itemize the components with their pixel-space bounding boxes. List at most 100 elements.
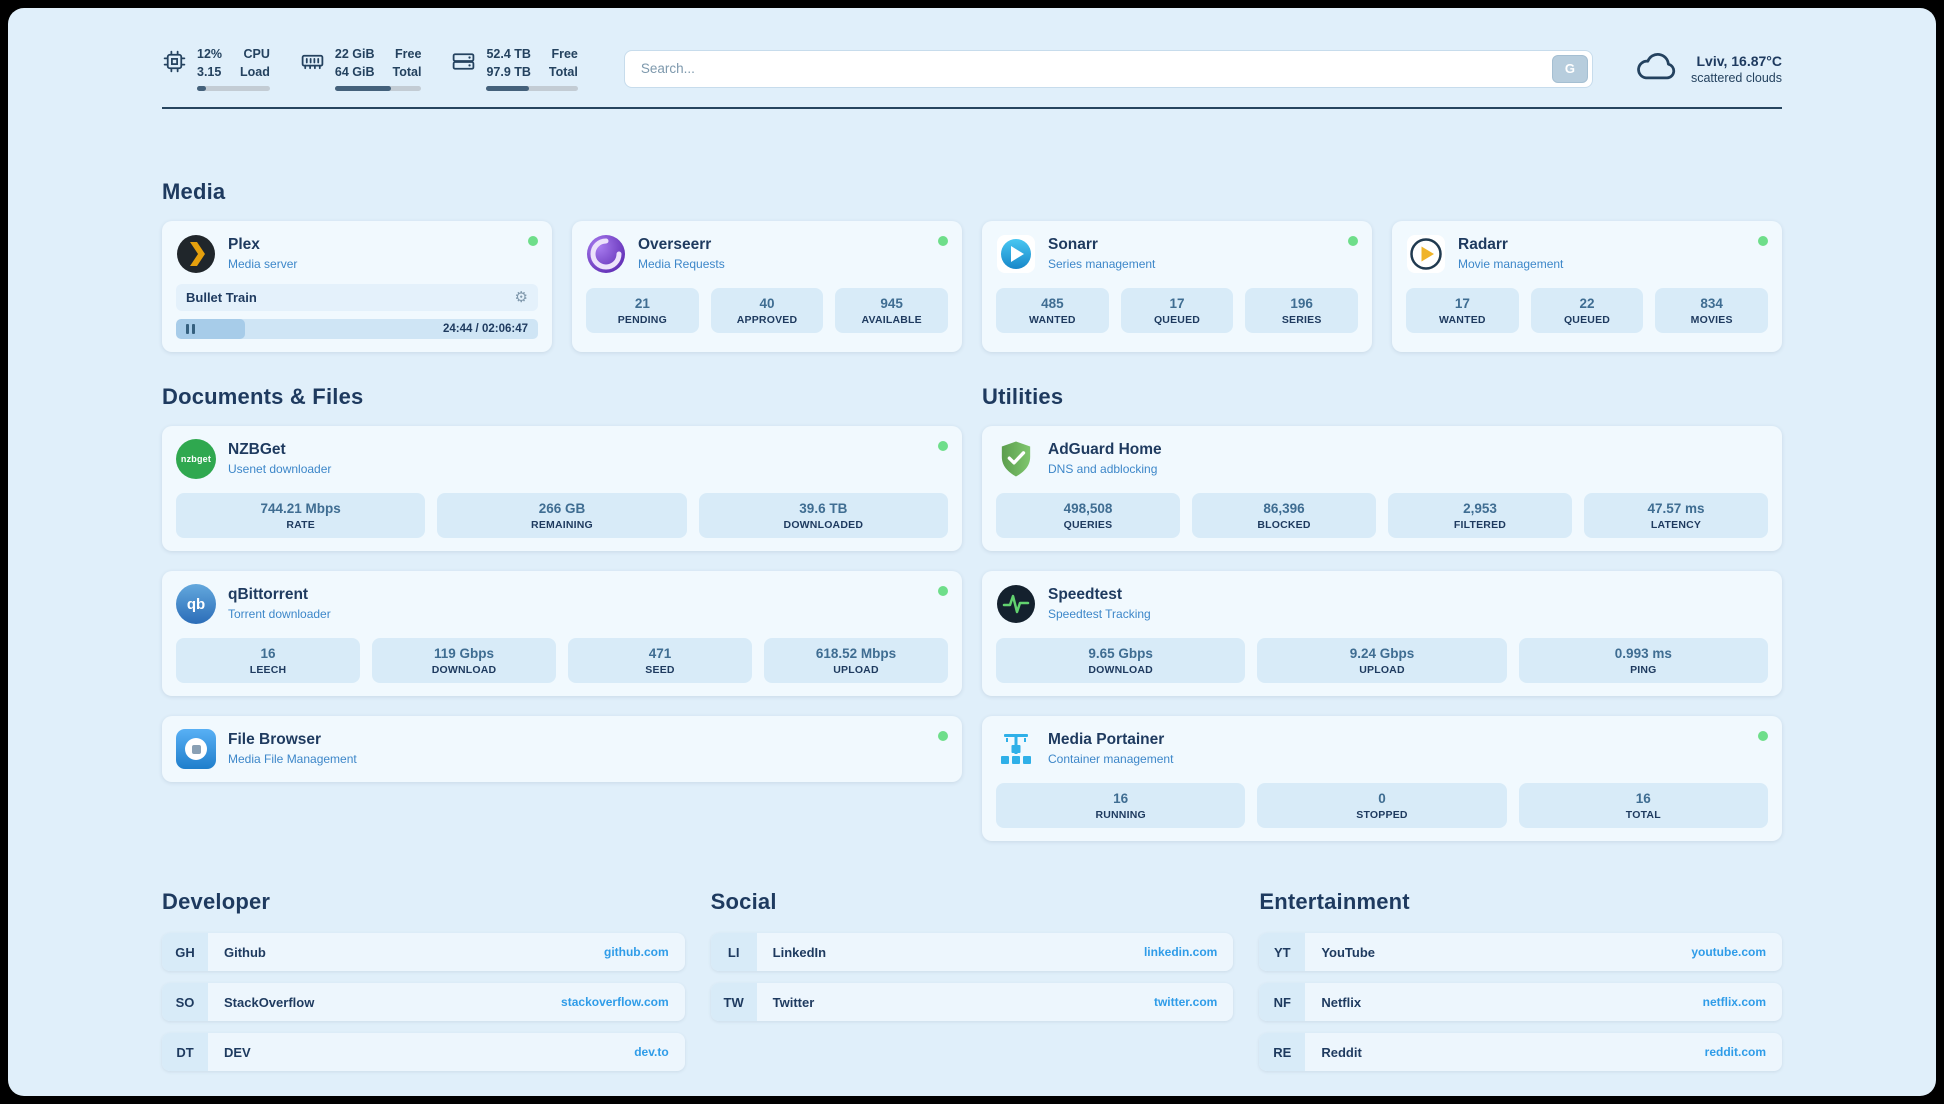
stat-queries: 498,508 QUERIES bbox=[996, 493, 1180, 538]
service-card-portainer[interactable]: Media Portainer Container management 16 … bbox=[982, 716, 1782, 841]
bookmarks-social: Social LI LinkedIn linkedin.com TW Twitt… bbox=[710, 889, 1234, 1071]
now-playing-title: Bullet Train bbox=[186, 290, 257, 305]
service-card-radarr[interactable]: Radarr Movie management 17 WANTED 22 QUE… bbox=[1392, 221, 1782, 352]
stat-available: 945 AVAILABLE bbox=[835, 288, 949, 333]
service-card-speedtest[interactable]: Speedtest Speedtest Tracking 9.65 Gbps D… bbox=[982, 571, 1782, 696]
cpu-progress-fill bbox=[197, 86, 206, 91]
bookmark-url: linkedin.com bbox=[1143, 945, 1218, 959]
pause-icon[interactable] bbox=[186, 324, 195, 334]
service-card-plex[interactable]: Plex Media server Bullet Train ⚙ bbox=[162, 221, 552, 352]
service-card-sonarr[interactable]: Sonarr Series management 485 WANTED 17 Q… bbox=[982, 221, 1372, 352]
bookmark-abbr: TW bbox=[710, 983, 757, 1021]
stat-download: 9.65 Gbps DOWNLOAD bbox=[996, 638, 1246, 683]
bookmark-abbr: GH bbox=[162, 933, 208, 971]
service-name: Media Portainer bbox=[1048, 731, 1165, 748]
sonarr-icon bbox=[996, 234, 1036, 274]
bookmark-github[interactable]: GH Github github.com bbox=[162, 933, 685, 971]
plex-icon bbox=[176, 234, 216, 274]
section-title-documents: Documents & Files bbox=[162, 384, 364, 409]
stat-leech: 16 LEECH bbox=[176, 638, 360, 683]
service-card-qbittorrent[interactable]: qb qBittorrent Torrent downloader 16 LEE… bbox=[162, 571, 962, 696]
header-divider bbox=[162, 107, 1782, 109]
cpu-usage-value: 12% bbox=[197, 47, 223, 61]
bookmarks-entertainment: Entertainment YT YouTube youtube.com NF … bbox=[1259, 889, 1782, 1071]
service-card-filebrowser[interactable]: File Browser Media File Management bbox=[162, 716, 962, 782]
service-card-nzbget[interactable]: nzbget NZBGet Usenet downloader 744.21 M… bbox=[162, 426, 962, 551]
stat-latency: 47.57 ms LATENCY bbox=[1584, 493, 1768, 538]
stat-wanted: 485 WANTED bbox=[996, 288, 1109, 333]
bookmark-url: reddit.com bbox=[1704, 1045, 1766, 1059]
disk-total-value: 97.9 TB bbox=[486, 64, 531, 79]
ram-icon bbox=[300, 49, 325, 79]
bookmark-twitter[interactable]: TW Twitter twitter.com bbox=[710, 983, 1234, 1021]
service-card-overseerr[interactable]: Overseerr Media Requests 21 PENDING 40 A… bbox=[572, 221, 962, 352]
cpu-progress-track bbox=[197, 86, 270, 91]
bookmark-name: Twitter bbox=[772, 994, 815, 1010]
service-description: Media server bbox=[228, 257, 298, 271]
search-engine-button[interactable]: G bbox=[1551, 54, 1588, 83]
stat-upload: 9.24 Gbps UPLOAD bbox=[1257, 638, 1507, 683]
service-description: Movie management bbox=[1458, 257, 1564, 271]
stat-wanted: 17 WANTED bbox=[1406, 288, 1519, 333]
bookmark-url: dev.to bbox=[634, 1045, 669, 1059]
disk-widget: 52.4 TB Free 97.9 TB Total bbox=[451, 46, 578, 91]
gear-icon[interactable]: ⚙ bbox=[514, 289, 528, 306]
stat-filtered: 2,953 FILTERED bbox=[1388, 493, 1572, 538]
cpu-load-label: Load bbox=[240, 64, 270, 79]
service-name: File Browser bbox=[228, 731, 322, 748]
status-dot bbox=[1758, 731, 1768, 741]
bookmark-reddit[interactable]: RE Reddit reddit.com bbox=[1259, 1033, 1782, 1071]
now-playing-widget: Bullet Train ⚙ 24:44 / 02:06:47 bbox=[176, 284, 538, 339]
nzbget-icon: nzbget bbox=[176, 439, 216, 479]
stat-download: 119 Gbps DOWNLOAD bbox=[372, 638, 556, 683]
status-dot bbox=[1758, 236, 1768, 246]
stat-total: 16 TOTAL bbox=[1518, 783, 1768, 828]
service-description: Media Requests bbox=[638, 257, 725, 271]
stat-running: 16 RUNNING bbox=[996, 783, 1246, 828]
bookmark-name: StackOverflow bbox=[224, 994, 315, 1010]
bookmark-url: github.com bbox=[603, 945, 669, 959]
bookmark-dev[interactable]: DT DEV dev.to bbox=[162, 1033, 685, 1071]
bookmark-linkedin[interactable]: LI LinkedIn linkedin.com bbox=[710, 933, 1234, 971]
bookmark-name: Reddit bbox=[1321, 1044, 1362, 1060]
cpu-usage-label: CPU bbox=[243, 47, 270, 61]
bookmark-stackoverflow[interactable]: SO StackOverflow stackoverflow.com bbox=[162, 983, 685, 1021]
service-description: Usenet downloader bbox=[228, 462, 332, 476]
memory-progress-fill bbox=[334, 86, 392, 91]
qbittorrent-icon: qb bbox=[176, 584, 216, 624]
search-input[interactable] bbox=[623, 49, 1593, 88]
bookmark-name: YouTube bbox=[1321, 944, 1376, 960]
disk-total-label: Total bbox=[548, 64, 578, 79]
service-card-adguard[interactable]: AdGuard Home DNS and adblocking 498,508 … bbox=[982, 426, 1782, 551]
service-name: Sonarr bbox=[1048, 236, 1098, 253]
service-name: NZBGet bbox=[228, 441, 286, 458]
portainer-icon bbox=[996, 729, 1036, 769]
filebrowser-icon bbox=[176, 729, 216, 769]
memory-total-value: 64 GiB bbox=[334, 64, 375, 79]
playback-progress-bar[interactable]: 24:44 / 02:06:47 bbox=[176, 319, 538, 339]
disk-free-label: Free bbox=[551, 47, 578, 61]
playback-time: 24:44 / 02:06:47 bbox=[442, 323, 528, 335]
bookmark-netflix[interactable]: NF Netflix netflix.com bbox=[1259, 983, 1782, 1021]
stat-pending: 21 PENDING bbox=[586, 288, 699, 333]
status-dot bbox=[938, 586, 948, 596]
weather-widget: Lviv, 16.87°C scattered clouds bbox=[1635, 50, 1782, 87]
status-dot bbox=[1348, 236, 1358, 246]
section-title-entertainment: Entertainment bbox=[1259, 889, 1410, 914]
bookmark-url: stackoverflow.com bbox=[561, 995, 669, 1009]
bookmark-name: Github bbox=[224, 944, 266, 960]
bookmark-abbr: RE bbox=[1259, 1033, 1306, 1071]
service-name: Radarr bbox=[1458, 236, 1508, 253]
stat-remaining: 266 GB REMAINING bbox=[437, 493, 687, 538]
bookmark-abbr: DT bbox=[162, 1033, 208, 1071]
service-name: AdGuard Home bbox=[1048, 441, 1162, 458]
stat-blocked: 86,396 BLOCKED bbox=[1192, 493, 1376, 538]
utilities-column: Utilities AdGuard bbox=[982, 384, 1782, 841]
radarr-icon bbox=[1406, 234, 1446, 274]
bookmark-youtube[interactable]: YT YouTube youtube.com bbox=[1259, 933, 1782, 971]
memory-progress-track bbox=[334, 86, 422, 91]
stat-series: 196 SERIES bbox=[1245, 288, 1359, 333]
cpu-widget: 12% CPU 3.15 Load bbox=[162, 46, 270, 91]
section-title-utilities: Utilities bbox=[982, 384, 1064, 409]
bookmark-abbr: SO bbox=[162, 983, 208, 1021]
